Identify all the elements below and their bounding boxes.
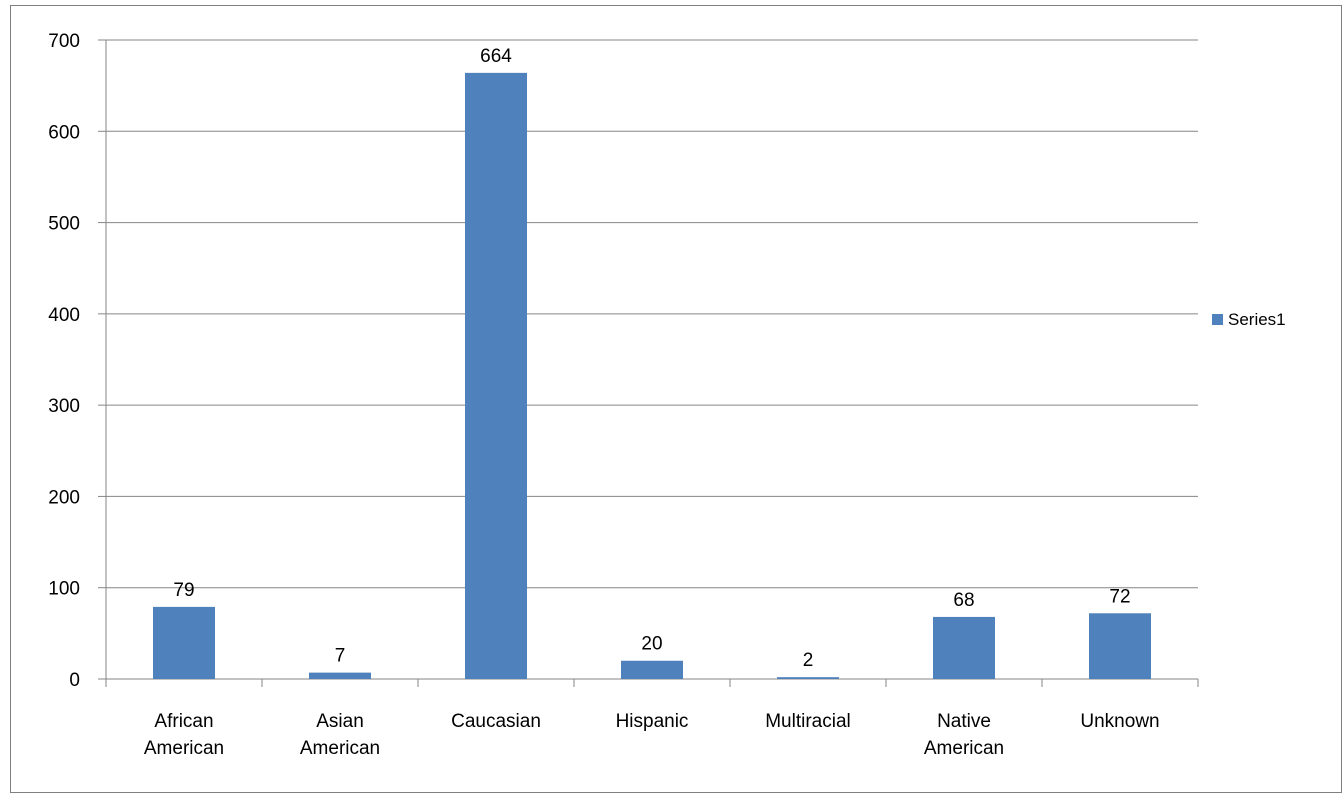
x-tick-label-line: Multiracial	[765, 711, 851, 732]
x-tick-label-line: Asian	[316, 711, 364, 732]
y-tick-label: 600	[48, 122, 80, 143]
data-label: 72	[1109, 586, 1130, 607]
x-tick-label-line: African	[154, 711, 213, 732]
data-label: 68	[953, 590, 974, 611]
legend-label: Series1	[1228, 310, 1286, 329]
data-label: 79	[173, 580, 194, 601]
x-tick-label: Multiracial	[765, 711, 851, 732]
x-tick-label-line: American	[924, 738, 1004, 759]
x-tick-label: African American	[144, 711, 224, 759]
bar	[933, 616, 995, 679]
y-tick-label: 500	[48, 214, 80, 235]
x-tick-label-line: Unknown	[1080, 711, 1159, 732]
y-tick-label: 200	[48, 487, 80, 508]
x-tick-label: Asian American	[300, 711, 380, 759]
x-tick-label: Unknown	[1080, 711, 1159, 732]
bar	[309, 672, 371, 679]
x-tick-label: Hispanic	[616, 711, 689, 732]
bar	[777, 677, 839, 679]
x-tick-label-line: American	[300, 738, 380, 759]
data-label: 2	[803, 650, 814, 671]
y-tick-label: 0	[69, 670, 80, 691]
y-tick-label: 400	[48, 305, 80, 326]
x-tick-label-line: Hispanic	[616, 711, 689, 732]
bar	[621, 660, 683, 679]
x-tick-label-line: American	[144, 738, 224, 759]
legend-swatch	[1212, 314, 1223, 325]
x-tick-label-line: Caucasian	[451, 711, 541, 732]
bar	[153, 606, 215, 679]
data-label: 7	[335, 646, 346, 667]
x-tick-label: Native American	[924, 711, 1004, 759]
bar	[1089, 613, 1151, 679]
y-tick-label: 700	[48, 31, 80, 52]
bar	[465, 72, 527, 679]
data-label: 20	[641, 634, 662, 655]
data-label: 664	[480, 46, 512, 67]
y-tick-label: 300	[48, 396, 80, 417]
x-tick-label: Caucasian	[451, 711, 541, 732]
y-tick-label: 100	[48, 579, 80, 600]
x-tick-label-line: Native	[937, 711, 991, 732]
